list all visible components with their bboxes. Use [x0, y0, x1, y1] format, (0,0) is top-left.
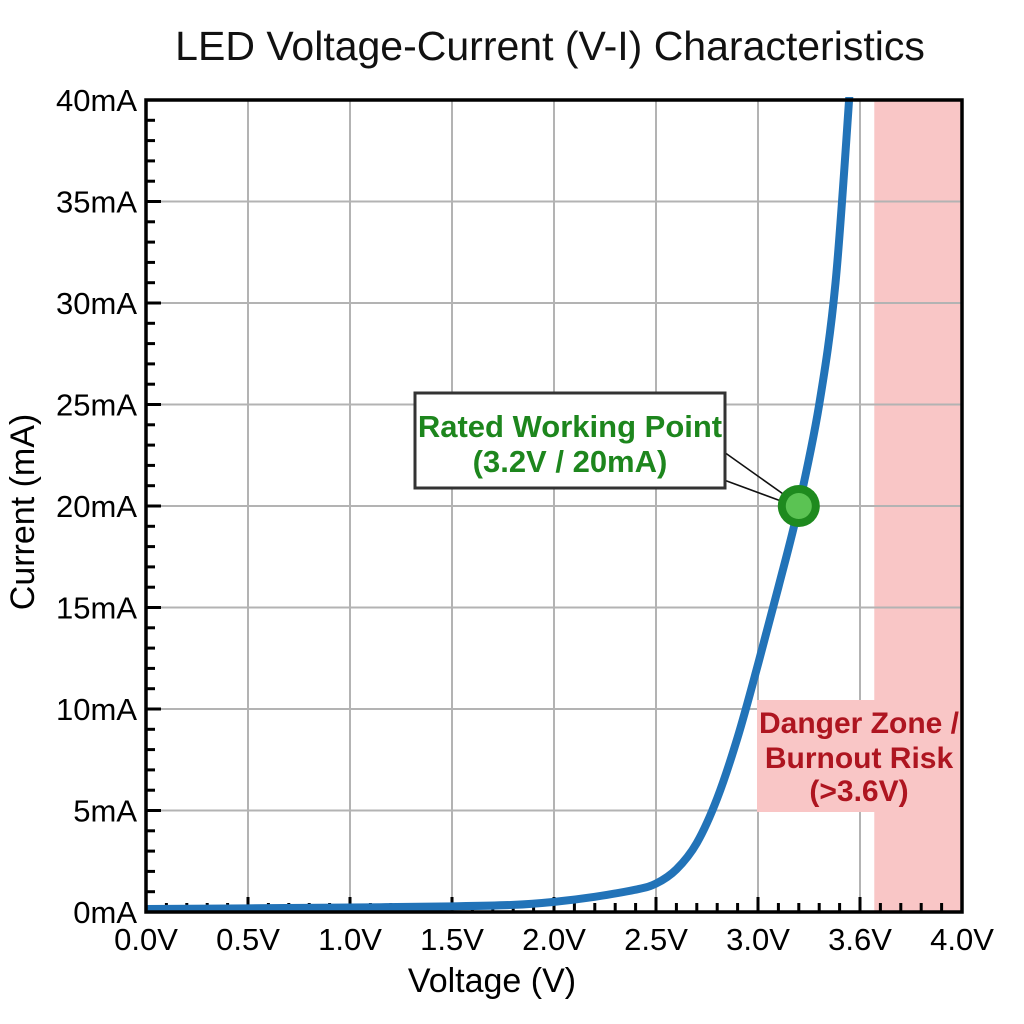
x-tick-label: 0.5V [216, 922, 280, 957]
danger-zone-label: Danger Zone / Burnout Risk (>3.6V) [759, 707, 960, 808]
danger-label-line2: Burnout Risk [765, 742, 954, 775]
y-tick-label: 30mA [56, 286, 137, 321]
x-axis-title: Voltage (V) [408, 962, 576, 1000]
y-tick-label: 5mA [73, 794, 137, 829]
x-tick-label: 0.0V [114, 922, 178, 957]
rated-point-marker-layer [777, 485, 820, 527]
y-tick-label: 35mA [56, 185, 137, 220]
rated-point-marker-dot [785, 493, 812, 519]
x-tick-label: 1.0V [318, 922, 382, 957]
x-tick-labels-layer: 0.0V 0.5V 1.0V 1.5V 2.0V 2.5V 3.0V 3.6V 4.0V [114, 922, 994, 957]
y-tick-label: 10mA [56, 692, 137, 727]
rated-point-callout: Rated Working Point (3.2V / 20mA) [413, 391, 787, 502]
x-tick-label: 3.0V [726, 922, 790, 957]
y-tick-labels-layer: 0mA 5mA 10mA 15mA 20mA 25mA 30mA 35mA 40mA [56, 83, 137, 930]
plot-border-layer [144, 98, 964, 914]
y-tick-label: 20mA [56, 489, 137, 524]
chart-title: LED Voltage-Current (V-I) Characteristic… [175, 23, 925, 69]
y-tick-label: 0mA [73, 895, 137, 930]
vi-curve-layer [146, 97, 854, 913]
callout-leader-line-bottom [723, 479, 782, 502]
y-axis-title: Current (mA) [4, 414, 42, 610]
vi-curve [146, 97, 854, 913]
danger-label-patch [757, 700, 962, 812]
rated-point-label-line1: Rated Working Point [418, 409, 722, 444]
x-tick-label: 4.0V [930, 922, 994, 957]
rated-point-label-line2: (3.2V / 20mA) [473, 444, 668, 479]
y-tick-label: 25mA [56, 388, 137, 423]
danger-label-line1: Danger Zone / [759, 707, 960, 740]
callout-box [413, 391, 727, 490]
x-tick-label: 1.5V [420, 922, 484, 957]
x-tick-label: 3.6V [828, 922, 892, 957]
x-tick-label: 2.0V [522, 922, 586, 957]
y-tick-label: 40mA [56, 83, 137, 118]
callout-leader-line-top [723, 451, 787, 497]
y-tick-label: 15mA [56, 591, 137, 626]
plot-border [144, 98, 964, 914]
x-tick-label: 2.5V [624, 922, 688, 957]
danger-label-patch-layer [757, 700, 962, 812]
danger-label-line3: (>3.6V) [809, 775, 908, 808]
